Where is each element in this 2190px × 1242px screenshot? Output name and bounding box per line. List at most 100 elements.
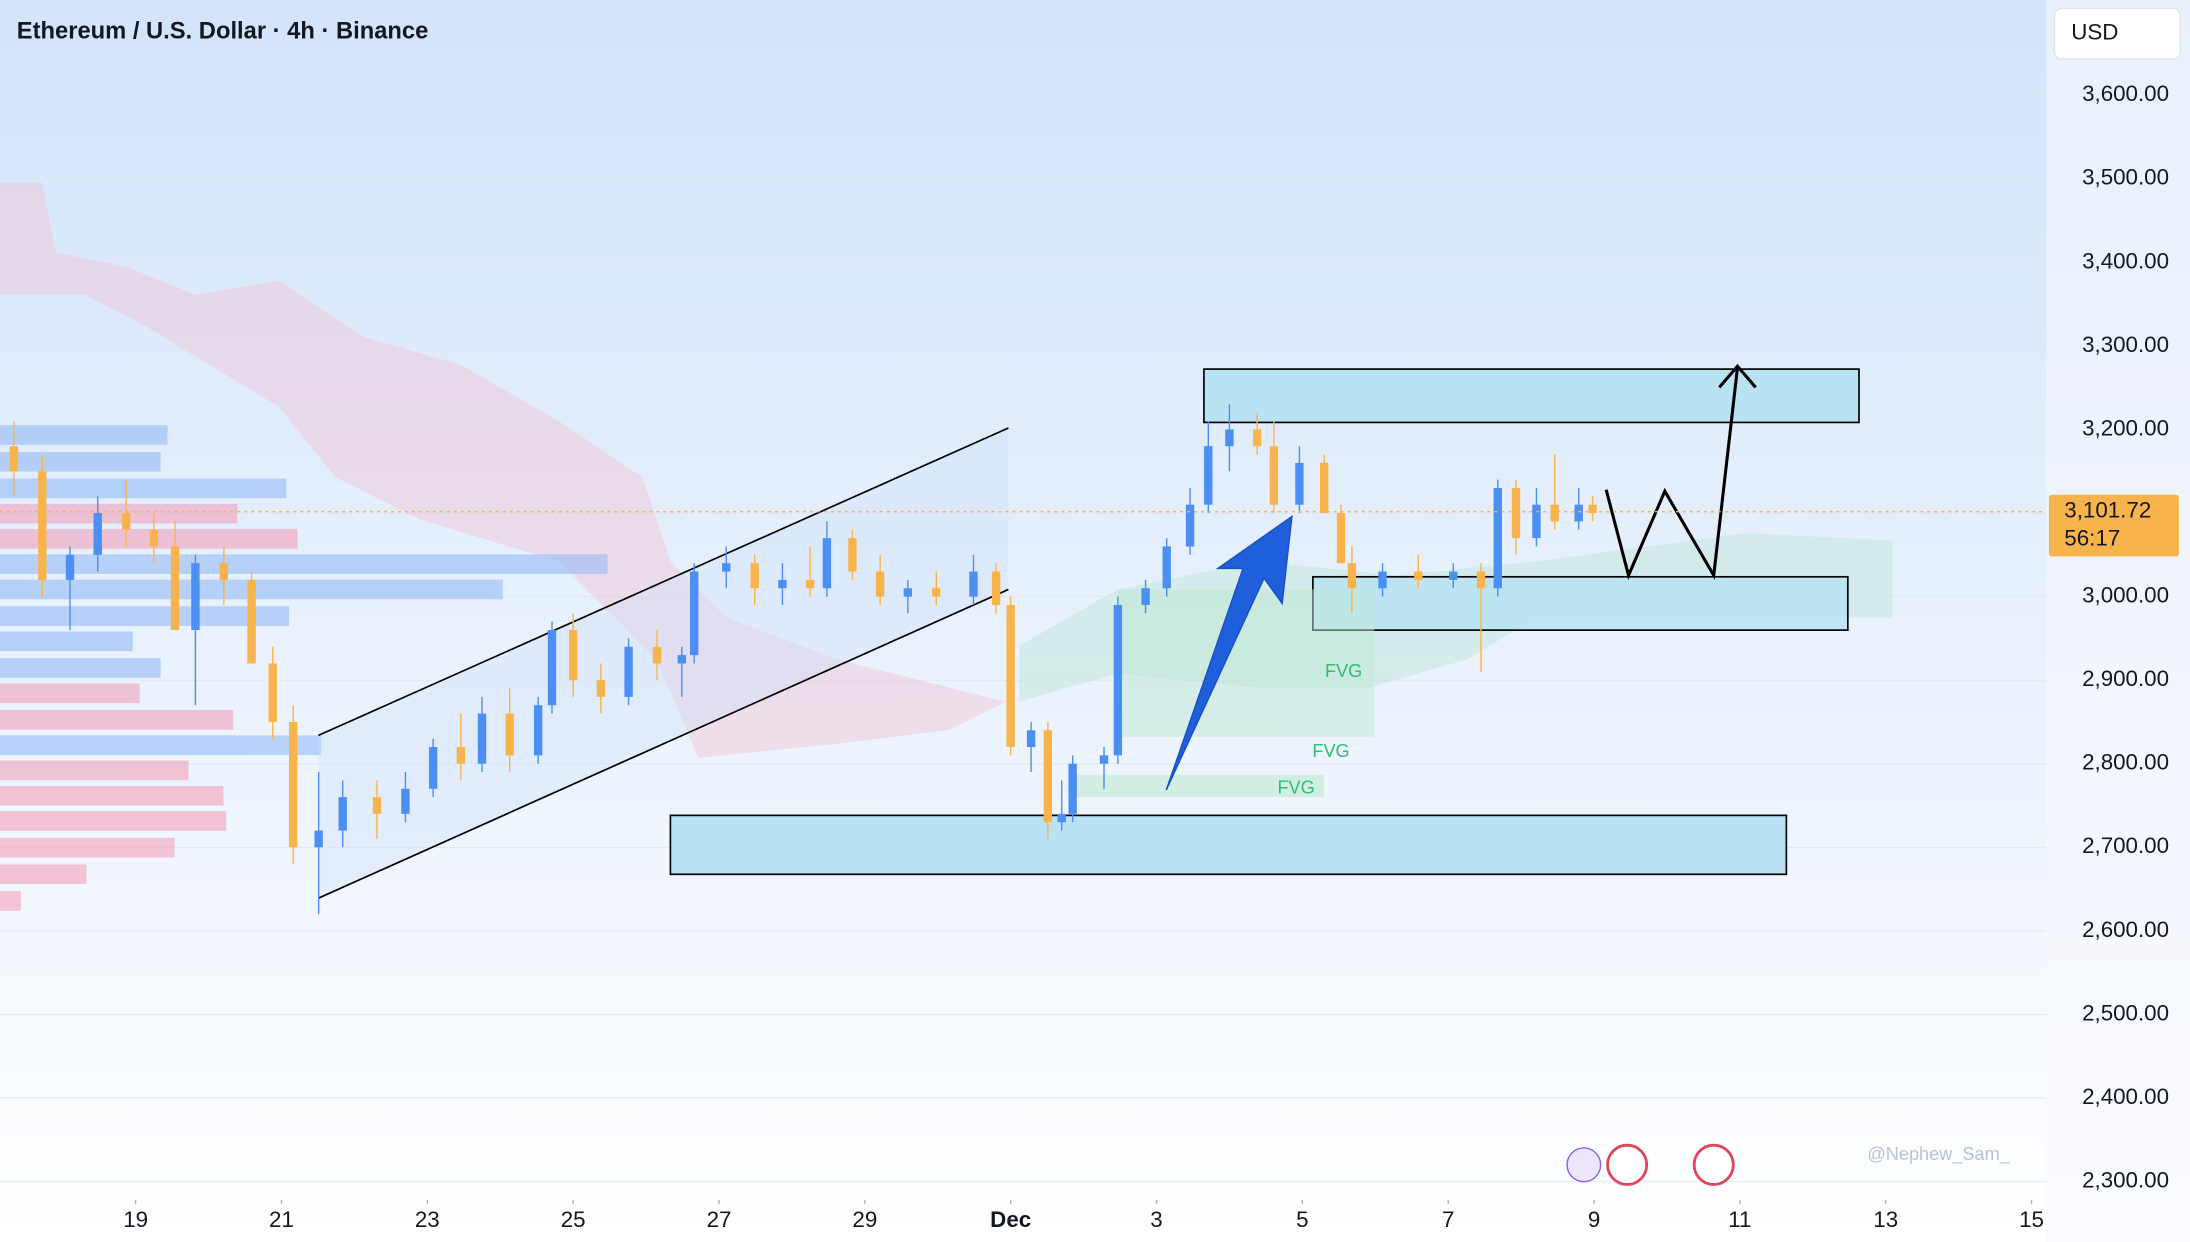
chart-title: Ethereum / U.S. Dollar · 4h · Binance [17,18,429,45]
candle-body [1336,513,1346,564]
candle-body [1141,588,1150,605]
candle-body [690,571,699,656]
projection-path [1604,367,1740,581]
candle-body [191,563,200,631]
y-tick-label: 3,300.00 [2082,332,2169,357]
candle-body [1043,730,1053,823]
demand-zone [669,814,1788,876]
candle-body [1057,813,1066,823]
y-tick-label: 3,000.00 [2082,582,2169,607]
candle-body [219,563,229,580]
candle-body [722,563,731,572]
candle-body [1378,571,1387,589]
x-tick-label: 13 [1873,1207,1898,1232]
candle-body [991,571,1001,605]
last-price-label: 3,101.72 [2064,497,2151,522]
candle-body [1006,604,1015,748]
candle-body [596,680,606,697]
channel-line [318,427,1009,737]
fvg-label: FVG [1312,741,1349,761]
candle-body [547,630,557,706]
y-tick-label: 2,500.00 [2082,1000,2169,1025]
candle-body [805,579,815,589]
candle-body [750,563,759,589]
candle-body [568,630,578,681]
y-tick-label: 3,500.00 [2082,165,2169,190]
candle-body [477,713,487,764]
candle-body [1295,462,1304,505]
candle-body [1493,487,1502,589]
x-tick-label: 23 [415,1207,440,1232]
x-tick-label: 29 [852,1207,877,1232]
candle-body [1347,563,1357,589]
candle-body [1162,546,1171,589]
currency-button[interactable] [2053,7,2181,60]
y-tick-label: 2,400.00 [2082,1084,2169,1109]
fvg-label: FVG [1325,661,1362,681]
candle-body [652,646,662,664]
x-tick-label: 25 [561,1207,586,1232]
candle-body [1574,504,1583,522]
y-tick-label: 2,900.00 [2082,666,2169,691]
candle-body [677,655,686,664]
x-tick-label: 15 [2019,1207,2044,1232]
candle-body [1320,462,1329,514]
candle-body [401,788,410,814]
event-icons [1566,1143,1735,1186]
channel-line [318,588,1009,899]
x-tick-label: Dec [990,1207,1031,1232]
candle-body [1449,571,1458,580]
candle-body [848,538,857,572]
candle-body [268,663,277,722]
candle-body [875,571,885,597]
candle-body [1113,604,1123,756]
candles [9,404,1597,915]
currency-label[interactable]: USD [2071,20,2118,45]
x-tick-label: 7 [1442,1207,1454,1232]
candle-body [505,713,514,756]
channel-fill [318,428,1009,899]
candle-body [121,513,131,530]
candle-body [1476,571,1486,589]
x-tick-label: 11 [1728,1207,1751,1232]
volume-profile [0,425,608,911]
candle-body [969,571,978,597]
y-tick-label: 3,600.00 [2082,81,2169,106]
candle-body [1269,446,1279,505]
fvg-zone [1075,774,1325,798]
x-tick-label: 19 [123,1207,148,1232]
candle-body [778,579,787,589]
candle-body [1204,446,1213,505]
candle-body [9,446,19,472]
candle-body [93,513,102,555]
last-price-box [2048,494,2179,557]
candle-body [1532,504,1541,539]
candle-body [170,546,180,631]
candle-body [533,705,543,756]
y-tick-label: 2,700.00 [2082,833,2169,858]
candle-body [1588,504,1597,514]
candle-body [624,646,633,697]
countdown-label: 56:17 [2064,526,2120,551]
candle-body [372,797,382,814]
fvg-label: FVG [1277,777,1314,797]
candle-body [1185,504,1195,547]
y-tick-label: 3,200.00 [2082,415,2169,440]
y-tick-label: 3,400.00 [2082,248,2169,273]
x-tick-label: 27 [707,1207,732,1232]
support-zone [1312,575,1849,631]
x-tick-label: 3 [1150,1207,1162,1232]
x-tick-label: 9 [1588,1207,1600,1232]
candle-body [1099,755,1109,764]
watermark: @Nephew_Sam_ [1867,1144,2010,1165]
candle-body [247,579,256,664]
x-tick-label: 21 [269,1207,294,1232]
candle-body [822,538,832,589]
resistance-zone [1203,368,1860,424]
candle-body [314,830,323,848]
projection-arrowhead [1718,363,1757,389]
candle-body [1414,571,1423,580]
candle-body [1026,730,1036,748]
blue-arrow [1165,514,1293,791]
